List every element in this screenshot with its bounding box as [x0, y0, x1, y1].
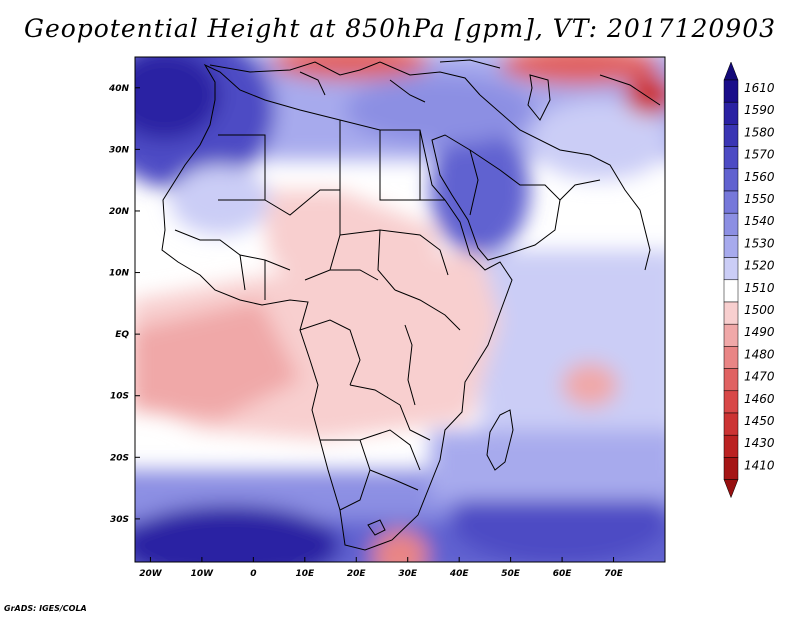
colorbar-label: 1580: [744, 125, 775, 139]
colorbar-label: 1610: [744, 81, 775, 95]
colorbar-swatch: [723, 79, 739, 103]
x-tick-label: 10W: [191, 569, 215, 579]
colorbar-swatch: [723, 190, 739, 214]
colorbar-swatch: [723, 279, 739, 303]
colorbar-swatch: [723, 124, 739, 147]
colorbar-swatch: [723, 168, 739, 192]
page-title: Geopotential Height at 850hPa [gpm], VT:…: [23, 14, 777, 43]
colorbar-swatch: [723, 235, 739, 258]
colorbar-swatch: [723, 257, 739, 281]
colorbar-swatch: [723, 301, 739, 325]
colorbar-swatch: [723, 457, 739, 480]
colorbar-label: 1540: [744, 214, 775, 228]
colorbar-swatch: [723, 101, 739, 125]
colorbar-swatch: [723, 368, 739, 392]
colorbar-swatch: [723, 212, 739, 236]
x-tick-label: 20W: [139, 569, 163, 579]
x-axis: 20W 10W 0 10E 20E 30E 40E 50E 60E 70E: [139, 557, 624, 579]
colorbar-label: 1530: [744, 236, 775, 250]
colorbar-swatch: [723, 346, 739, 369]
y-tick-label: 10N: [109, 269, 130, 279]
colorbar-label: 1550: [744, 192, 775, 206]
x-tick-label: 30E: [398, 569, 418, 579]
x-tick-label: 70E: [604, 569, 624, 579]
colorbar-label: 1570: [744, 148, 775, 162]
x-tick-label: 20E: [347, 569, 367, 579]
y-tick-label: 40N: [108, 84, 130, 94]
colorbar-label: 1520: [744, 259, 775, 273]
colorbar-swatch: [723, 146, 739, 170]
colorbar-label: 1450: [744, 414, 775, 428]
map-frame: [134, 56, 666, 563]
height-field: [135, 57, 665, 562]
colorbar-label: 1410: [744, 458, 775, 472]
colorbar-label: 1590: [744, 103, 775, 117]
y-tick-label: EQ: [115, 330, 129, 340]
colorbar-top-arrow: [723, 61, 739, 81]
x-tick-label: 10E: [295, 569, 315, 579]
coastlines: [161, 59, 661, 551]
y-axis: 40N 30N 20N 10N EQ 10S 20S 30S: [108, 84, 140, 525]
y-tick-label: 10S: [110, 392, 129, 402]
colorbar-label: 1500: [744, 303, 775, 317]
footer-credit: GrADS: IGES/COLA: [4, 604, 87, 613]
y-tick-label: 30S: [110, 515, 129, 525]
colorbar-bottom-arrow: [723, 479, 739, 499]
colorbar-swatch: [723, 390, 739, 414]
colorbar: 1610 1590 1580 1570 1560 1550 1540 1530 1520 1510…: [723, 61, 775, 499]
colorbar-label: 1560: [744, 170, 775, 184]
colorbar-label: 1490: [744, 325, 775, 339]
y-tick-label: 20S: [110, 453, 129, 463]
x-tick-label: 40E: [449, 569, 470, 579]
colorbar-swatch: [723, 412, 739, 436]
colorbar-label: 1480: [744, 347, 775, 361]
x-tick-label: 50E: [501, 569, 521, 579]
colorbar-label: 1460: [744, 392, 775, 406]
colorbar-label: 1510: [744, 281, 775, 295]
colorbar-swatch: [723, 434, 739, 458]
x-tick-label: 0: [250, 569, 256, 579]
x-tick-label: 60E: [553, 569, 573, 579]
colorbar-swatch: [723, 323, 739, 347]
y-tick-label: 20N: [109, 207, 130, 217]
colorbar-label: 1430: [744, 436, 775, 450]
colorbar-label: 1470: [744, 370, 775, 384]
y-tick-label: 30N: [109, 145, 130, 155]
